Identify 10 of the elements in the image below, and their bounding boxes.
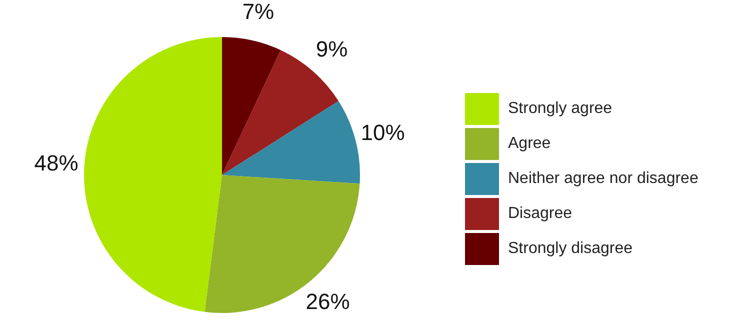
legend-label: Neither agree nor disagree xyxy=(508,170,698,188)
data-label: 48% xyxy=(34,150,78,176)
legend-label: Strongly agree xyxy=(508,100,612,118)
data-label: 9% xyxy=(316,36,348,62)
legend-label: Disagree xyxy=(508,204,572,222)
data-label: 26% xyxy=(306,288,350,314)
data-label: 7% xyxy=(242,0,274,24)
legend-label: Strongly disagree xyxy=(508,240,633,258)
data-label: 10% xyxy=(360,120,405,145)
legend-label: Agree xyxy=(508,134,551,152)
